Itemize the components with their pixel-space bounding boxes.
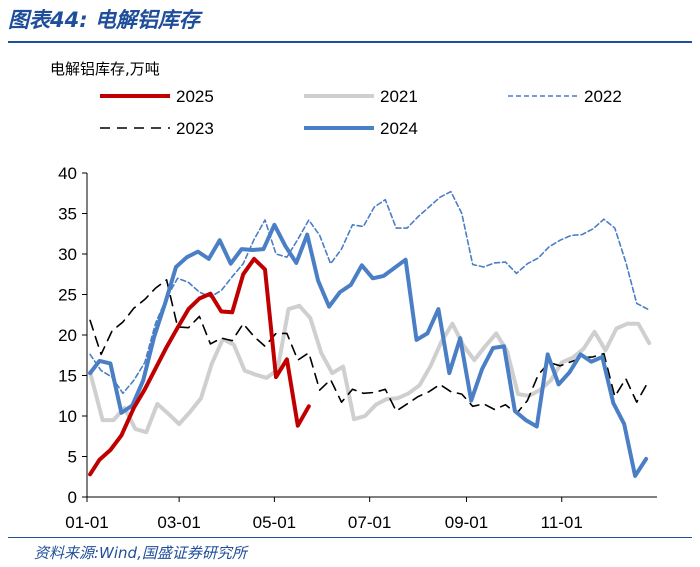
legend: 2025 2021 2022 2023 2024	[100, 87, 622, 138]
series-line-2025	[88, 256, 311, 477]
y-tick-label: 35	[58, 205, 77, 224]
x-tick-label: 03-01	[157, 513, 200, 532]
unit-label: 电解铝库存,万吨	[50, 60, 160, 78]
series-line-2023	[89, 279, 649, 415]
x-tick-label: 09-01	[445, 513, 488, 532]
x-tick-label: 07-01	[348, 513, 391, 532]
y-tick-label: 20	[58, 326, 77, 345]
series-line-2022	[89, 190, 649, 395]
source-note: 资料来源:Wind,国盛证券研究所	[34, 544, 247, 562]
series-layer	[88, 190, 652, 478]
bottom-rule	[8, 537, 692, 538]
series-line-2024	[88, 222, 649, 478]
axes: 0 5 10 15 20 25 30 35 40 01-01 03-01 05-01 07-01 09-0…	[58, 164, 657, 532]
y-tick-label: 15	[58, 367, 77, 386]
y-tick-label: 30	[58, 245, 77, 264]
y-tick-label: 25	[58, 286, 77, 305]
x-tick-label: 05-01	[253, 513, 296, 532]
legend-label-2025: 2025	[176, 87, 214, 106]
legend-label-2021: 2021	[380, 87, 418, 106]
figure-title: 图表44: 电解铝库存	[8, 8, 200, 32]
y-tick-label: 5	[68, 448, 77, 467]
x-tick-label: 11-01	[541, 513, 583, 532]
y-tick-label: 40	[58, 164, 77, 183]
legend-label-2024: 2024	[380, 119, 418, 138]
legend-label-2023: 2023	[176, 119, 214, 138]
x-tick-label: 01-01	[65, 513, 108, 532]
series-line-2021	[88, 303, 652, 435]
y-tick-label: 10	[58, 407, 77, 426]
legend-label-2022: 2022	[584, 87, 622, 106]
y-tick-label: 0	[68, 488, 77, 507]
title-rule	[8, 41, 692, 43]
